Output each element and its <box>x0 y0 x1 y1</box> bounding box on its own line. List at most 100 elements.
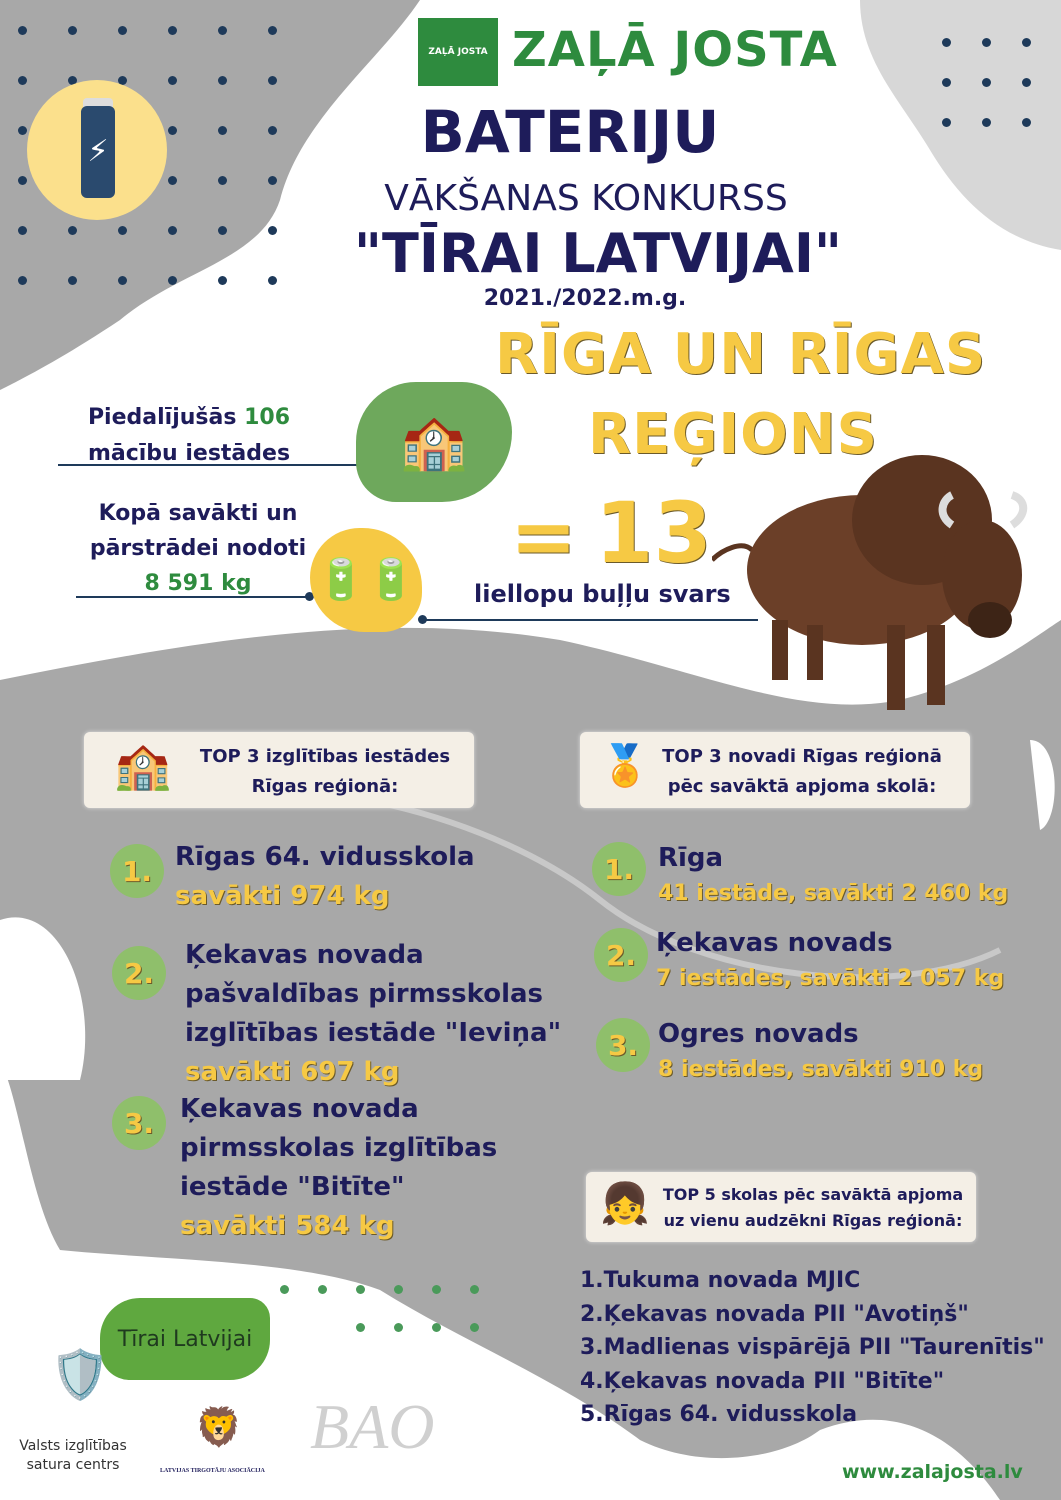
heading-line2: Rīgas reģionā: <box>251 776 399 797</box>
decorative-dot <box>118 26 127 35</box>
decorative-dot <box>18 226 27 235</box>
decorative-dot <box>168 76 177 85</box>
rank-badge: 3. <box>112 1096 166 1150</box>
school-icon: 🏫 <box>356 382 512 502</box>
decorative-dot <box>1022 38 1031 47</box>
decorative-dot <box>356 1323 365 1332</box>
decorative-dot <box>982 118 991 127</box>
collected-line2: pārstrādei nodoti <box>89 536 307 561</box>
region-detail: 41 iestāde, savākti 2 460 kg <box>658 881 1009 906</box>
region-name: Ogres novads <box>658 1019 859 1049</box>
decorative-dot <box>982 78 991 87</box>
decorative-dot <box>268 76 277 85</box>
bao-logo: BAO <box>310 1391 435 1462</box>
batteries-icon: 🔋🔋 <box>310 528 422 632</box>
website-link[interactable]: www.zalajosta.lv <box>842 1461 1023 1483</box>
award-ribbon-icon: 🏅 <box>600 743 650 789</box>
top5-heading: 👧 TOP 5 skolas pēc savāktā apjoma uz vie… <box>586 1172 976 1242</box>
decorative-dot <box>118 276 127 285</box>
decorative-dot <box>268 126 277 135</box>
decorative-dot <box>68 276 77 285</box>
tirai-latvijai-text: Tīrai Latvijai <box>117 1326 253 1352</box>
visc-text: Valsts izglītības satura centrs <box>19 1438 127 1473</box>
decorative-dot <box>218 176 227 185</box>
participants-prefix: Piedalījušās <box>87 405 237 430</box>
list-item: Ķekavas novada pašvaldības pirmsskolas i… <box>185 936 565 1092</box>
bull-illustration <box>712 455 1028 710</box>
rank-badge: 1. <box>110 844 164 898</box>
school-name: Ķekavas novada pašvaldības pirmsskolas i… <box>185 940 562 1048</box>
equivalent-label: liellopu buļļu svars <box>474 580 731 608</box>
decorative-dot <box>268 26 277 35</box>
decorative-dot <box>432 1285 441 1294</box>
decorative-dot <box>268 276 277 285</box>
decorative-dot <box>18 276 27 285</box>
decorative-dot <box>118 226 127 235</box>
school-name: Ķekavas novada pirmsskolas izglītības ie… <box>180 1094 498 1202</box>
decorative-dot <box>394 1285 403 1294</box>
equals-sign: = <box>510 490 578 583</box>
decorative-dot <box>168 276 177 285</box>
list-item: Ķekavas novads 7 iestādes, savākti 2 057… <box>656 925 1004 997</box>
decorative-dot <box>1022 118 1031 127</box>
decorative-dot <box>18 126 27 135</box>
top5-list: 1.Tukuma novada MJIC 2.Ķekavas novada PI… <box>580 1264 1045 1432</box>
top3-schools-heading: 🏫 TOP 3 izglītības iestādes Rīgas reģion… <box>84 732 474 808</box>
heading-line2: uz vienu audzēkni Rīgas reģionā: <box>663 1211 963 1230</box>
decorative-dot <box>18 76 27 85</box>
tirai-latvijai-logo: Tīrai Latvijai <box>100 1298 270 1380</box>
region-detail: 8 iestādes, savākti 910 kg <box>658 1057 984 1082</box>
decorative-dot <box>432 1323 441 1332</box>
decorative-dot <box>168 226 177 235</box>
brand-name: ZAĻĀ JOSTA <box>512 22 838 78</box>
decorative-dot <box>118 76 127 85</box>
brand-logo-text: ZAĻĀ JOSTA <box>428 47 488 57</box>
rank-badge: 2. <box>112 946 166 1000</box>
decorative-dot <box>18 176 27 185</box>
collected-text: Kopā savākti un pārstrādei nodoti 8 591 … <box>76 496 320 601</box>
decorative-dot <box>470 1323 479 1332</box>
list-item: Ogres novads 8 iestādes, savākti 910 kg <box>658 1016 983 1088</box>
decorative-dot <box>218 276 227 285</box>
divider-line <box>58 464 376 466</box>
collected-amount: 8 591 kg <box>144 571 252 596</box>
list-item: Rīga 41 iestāde, savākti 2 460 kg <box>658 840 1008 912</box>
decorative-dot <box>168 126 177 135</box>
rank-badge: 2. <box>594 928 648 982</box>
list-item: 3.Madlienas vispārējā PII "Taurenītis" <box>580 1335 1045 1360</box>
region-name: Rīga <box>658 843 724 873</box>
decorative-dot <box>1022 78 1031 87</box>
heading-line1: TOP 5 skolas pēc savāktā apjoma <box>662 1185 964 1204</box>
participants-suffix: mācību iestādes <box>87 441 291 466</box>
divider-line <box>424 619 758 621</box>
region-title-line1: RĪGA UN RĪGAS <box>495 322 987 387</box>
decorative-dot <box>356 1285 365 1294</box>
battery-icon: ⚡ <box>27 80 167 220</box>
decorative-dot <box>942 78 951 87</box>
school-amount: savākti 974 kg <box>175 881 390 911</box>
decorative-dot <box>218 126 227 135</box>
rank-badge: 3. <box>596 1018 650 1072</box>
rank-badge: 1. <box>592 842 646 896</box>
school-year: 2021./2022.m.g. <box>483 286 687 311</box>
heading-line1: TOP 3 novadi Rīgas reģionā <box>662 746 942 767</box>
decorative-dot <box>18 26 27 35</box>
decorative-dot <box>168 26 177 35</box>
lta-logo: 🦁 <box>195 1405 243 1449</box>
decorative-dot <box>68 226 77 235</box>
decorative-dot <box>68 76 77 85</box>
decorative-dot <box>218 26 227 35</box>
list-item: 1.Tukuma novada MJIC <box>580 1268 861 1293</box>
list-item: 4.Ķekavas novada PII "Bitīte" <box>580 1368 945 1394</box>
decorative-dot <box>218 226 227 235</box>
decorative-dot <box>68 26 77 35</box>
subtitle: VĀKŠANAS KONKURSS <box>384 178 788 219</box>
region-title-line2: REĢIONS <box>588 402 878 467</box>
decorative-dot <box>218 76 227 85</box>
decorative-dot <box>168 176 177 185</box>
list-item: 2.Ķekavas novada PII "Avotiņš" <box>580 1301 969 1327</box>
girl-icon: 👧 <box>600 1181 650 1227</box>
decorative-dot <box>394 1323 403 1332</box>
top3-regions-heading: 🏅 TOP 3 novadi Rīgas reģionā pēc savāktā… <box>580 732 970 808</box>
decorative-dot <box>942 38 951 47</box>
